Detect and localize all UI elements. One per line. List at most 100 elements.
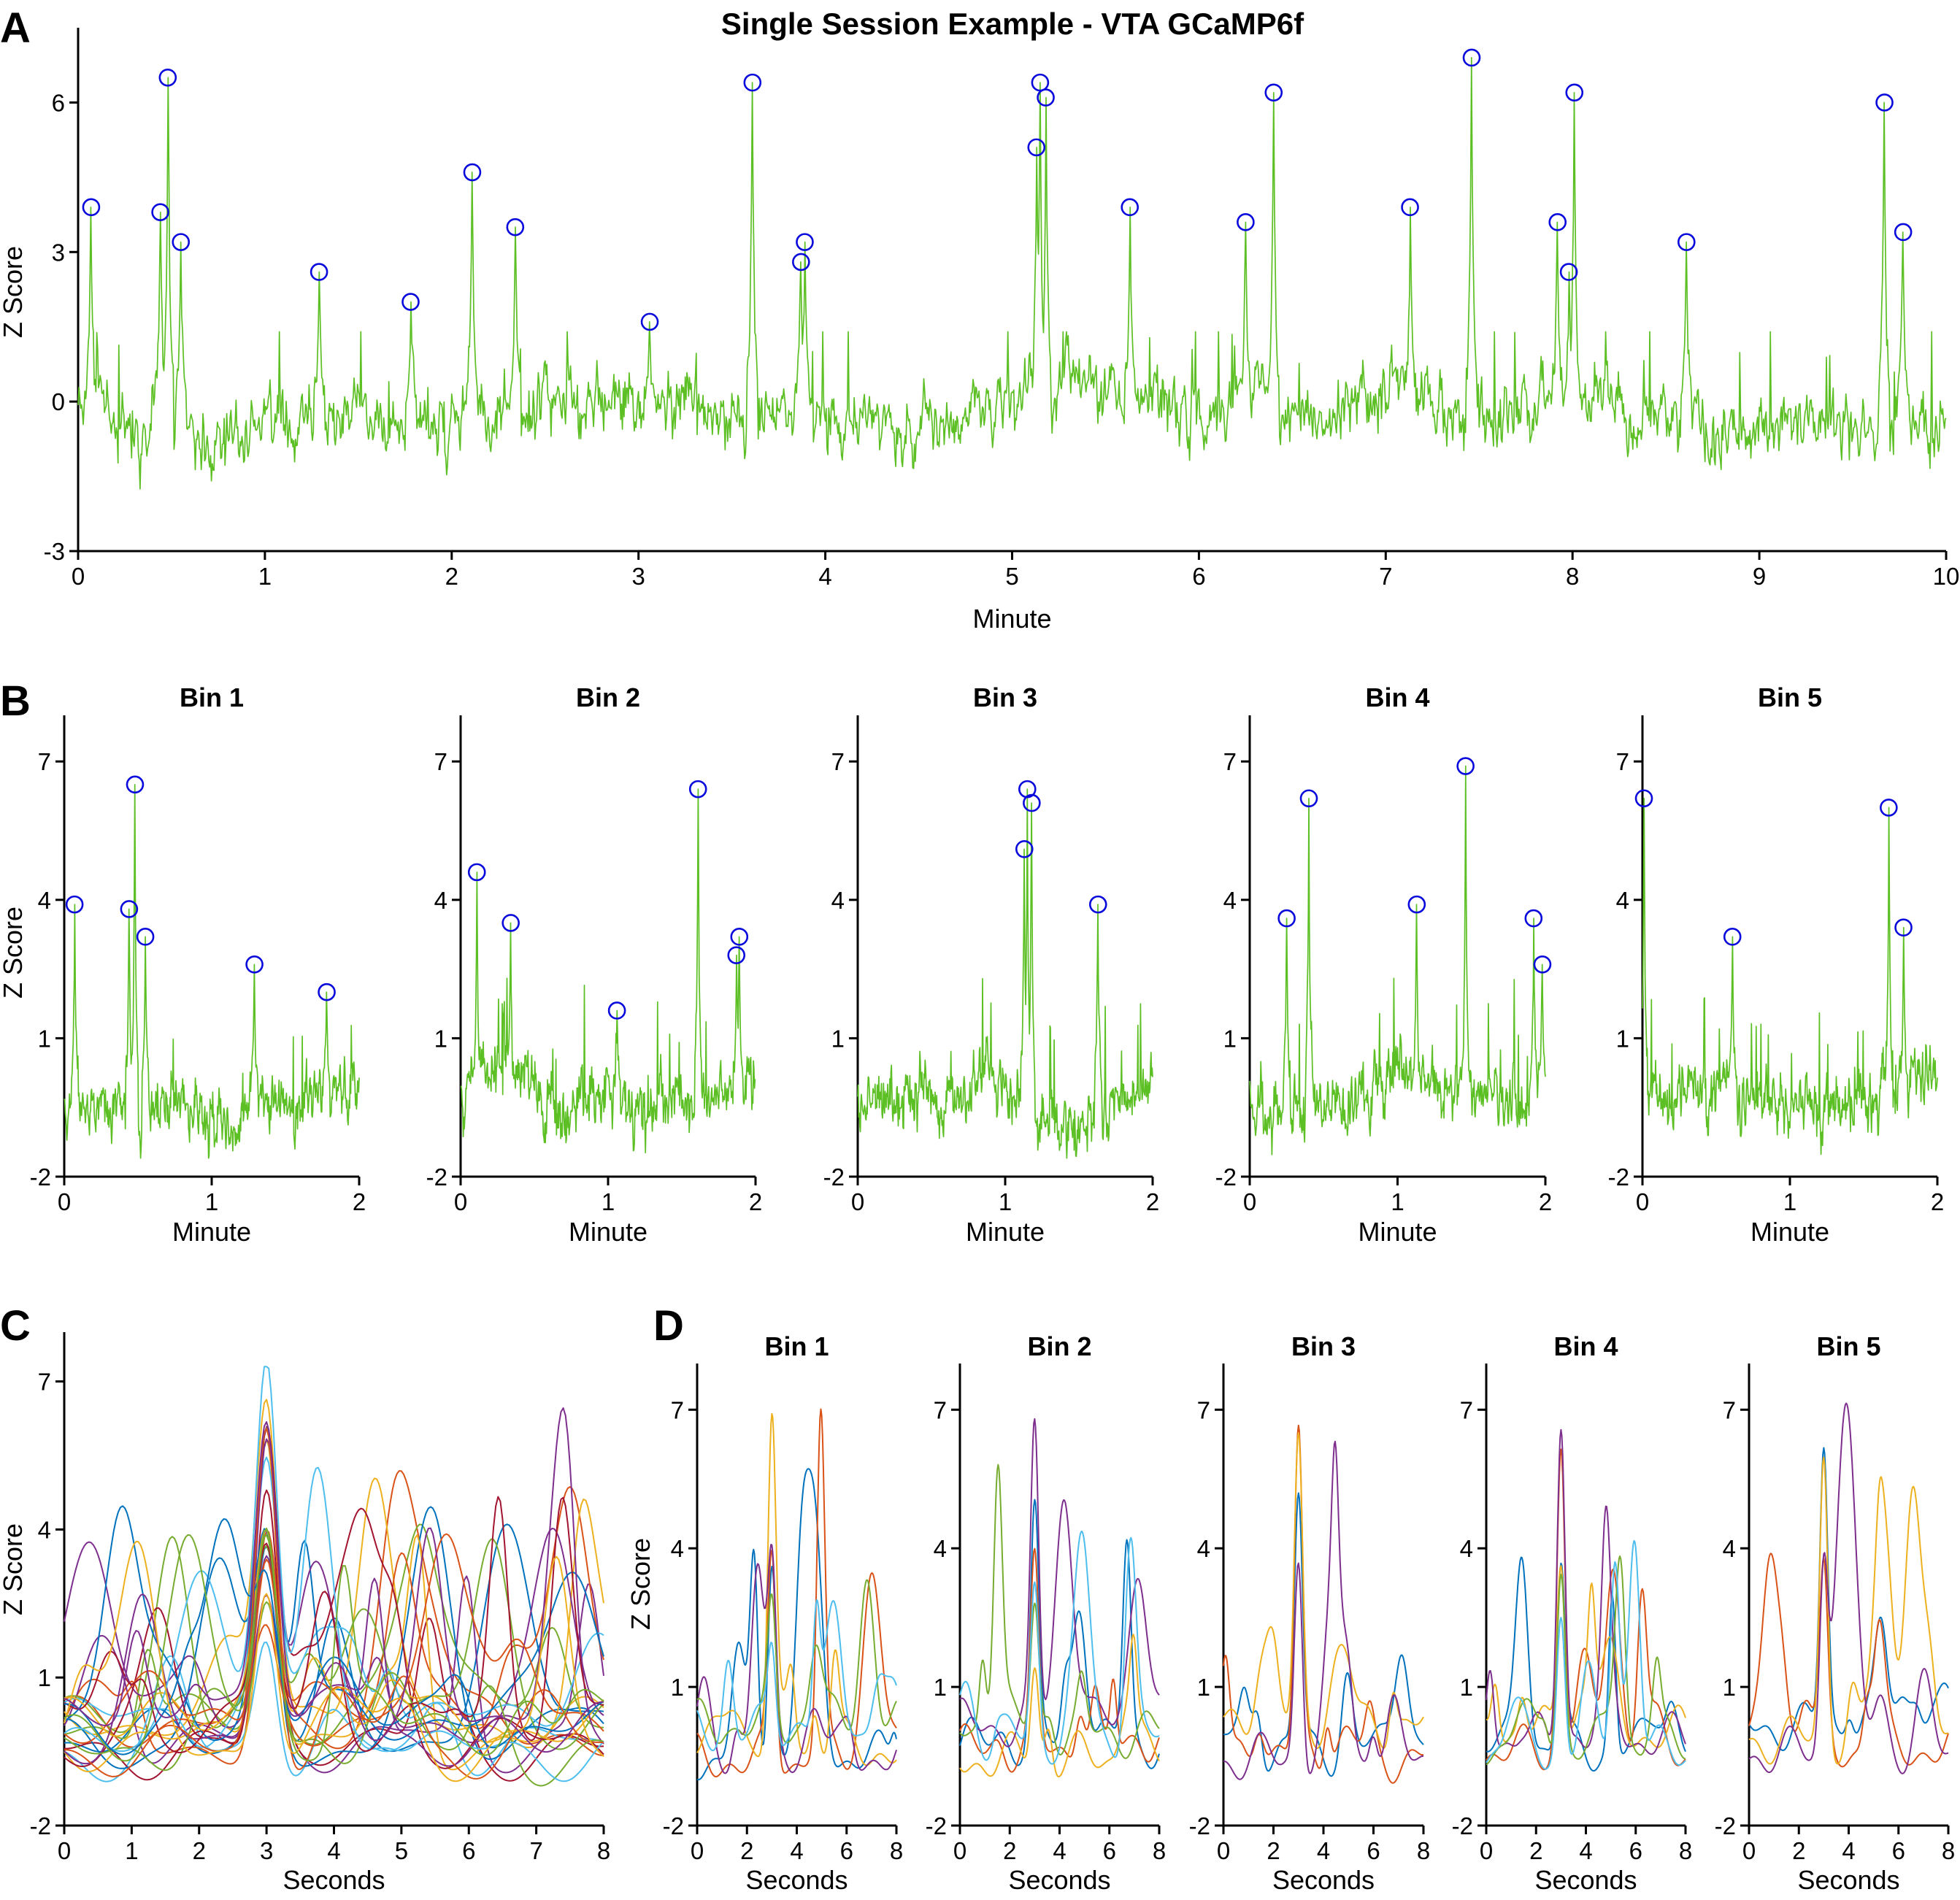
- panel-d-bin-1-event-trace-5: [696, 1599, 897, 1752]
- panel-c-x-tick-label-0: 0: [58, 1837, 71, 1864]
- panel-b-bin-4-x-label: Minute: [1358, 1217, 1437, 1247]
- panel-c: 0 1 2 3 4 5 6 7 8 -2 1 4 7 Z Score Seconds: [0, 1332, 610, 1895]
- panel-c-event-trace-5: [64, 1642, 604, 1782]
- panel-b-bin-2-x-tick-label-2: 2: [749, 1188, 762, 1215]
- panel-b-bin-2-y-tick-label-1: 1: [434, 1025, 447, 1052]
- panel-d-bin-2-y-tick-label-1: 1: [934, 1674, 947, 1701]
- panel-a-x-tick-label-1: 1: [258, 563, 272, 590]
- panel-c-event-trace-22: [64, 1427, 604, 1780]
- panel-c-event-trace-18: [64, 1527, 604, 1787]
- panel-c-event-trace-19: [64, 1366, 604, 1782]
- panel-b-bin-2-peak-marker-5: [730, 928, 749, 946]
- panel-b-bin-5-trace-line: [1642, 797, 1938, 1155]
- panel-b-bin-4-x-tick-label-0: 0: [1243, 1188, 1256, 1215]
- panel-d-bin-5-y-tick-label-0: -2: [1715, 1812, 1736, 1839]
- panel-a-peak-marker-9: [743, 73, 762, 92]
- panel-d-bin-2-x-tick-label-0: 0: [953, 1837, 966, 1864]
- panel-b-bin-2-trace-line: [460, 788, 756, 1153]
- panel-c-event-trace-23: [64, 1540, 604, 1782]
- panel-a-y-label: Z Score: [0, 246, 28, 338]
- panel-b-bin-1-y-label: Z Score: [0, 907, 28, 999]
- panel-b-bin-2-peak-marker-2: [607, 1001, 626, 1020]
- panel-d-bin-2-y-tick-label-3: 7: [934, 1396, 947, 1423]
- panel-label-b: B: [0, 677, 31, 725]
- panel-b-bin-4-y-tick-label-0: -2: [1215, 1164, 1237, 1191]
- panel-d-bin-2-x-tick-label-3: 6: [1103, 1837, 1116, 1864]
- panel-c-x-tick-label-3: 3: [260, 1837, 273, 1864]
- panel-b-bin-4-title: Bin 4: [1365, 682, 1429, 712]
- panel-a-peak-marker-0: [82, 198, 101, 217]
- panel-d-bin-2-event-trace-3: [959, 1418, 1160, 1747]
- panel-a-peak-marker-1: [151, 203, 169, 221]
- panel-d-bin-5-x-label: Seconds: [1797, 1865, 1899, 1895]
- panel-c-event-trace-6: [64, 1489, 604, 1782]
- panel-label-d: D: [653, 1302, 684, 1350]
- panel-b-bin-3-trace-line: [857, 788, 1153, 1159]
- panel-d-bin-1-x-tick-label-4: 8: [890, 1837, 903, 1864]
- panel-a-peak-marker-23: [1677, 233, 1696, 251]
- panel-a-x-tick-label-9: 9: [1753, 563, 1766, 590]
- panel-d-bin-4-x-tick-label-2: 4: [1579, 1837, 1592, 1864]
- panel-d-bin-4-y-tick-label-0: -2: [1452, 1812, 1473, 1839]
- panel-a-peak-marker-5: [401, 293, 420, 311]
- panel-d-bin-5-event-trace-1: [1748, 1553, 1949, 1768]
- panel-a-peak-marker-7: [506, 218, 525, 236]
- panel-b-bin-5-peak-marker-0: [1634, 789, 1653, 808]
- panel-b-bin-1-peak-marker-5: [318, 982, 336, 1001]
- panel-b-bin-1-y-tick-label-2: 4: [38, 887, 51, 914]
- panel-b-bin-3-x-tick-label-0: 0: [851, 1188, 864, 1215]
- panel-b-bin-1-trace-line: [64, 783, 360, 1159]
- panel-b-bin-4-peak-marker-2: [1407, 895, 1426, 914]
- panel-c-x-tick-label-2: 2: [193, 1837, 206, 1864]
- panel-b-bin-3-y-tick-label-3: 7: [831, 748, 845, 775]
- panel-b-bin-3: 0 1 2 -2 1 4 7 Minute Bin 3: [823, 682, 1160, 1247]
- panel-a-y-tick-label-0: -3: [44, 538, 65, 565]
- panel-d-bin-4-title: Bin 4: [1553, 1331, 1618, 1361]
- panel-d-bin-1-y-tick-label-1: 1: [671, 1674, 684, 1701]
- panel-d-bin-4-x-tick-label-4: 8: [1679, 1837, 1692, 1864]
- panel-a-y-tick-label-2: 3: [52, 239, 65, 266]
- panel-b-bin-2-peak-marker-3: [688, 780, 707, 799]
- panel-d-bin-4-x-tick-label-1: 2: [1529, 1837, 1542, 1864]
- panel-b-bin-2: 0 1 2 -2 1 4 7 Minute Bin 2: [426, 682, 763, 1247]
- panel-d-bin-1: 0 2 4 6 8 -2 1 4 7 Z Score Seconds Bin 1: [626, 1331, 903, 1895]
- panel-b-bin-2-title: Bin 2: [576, 682, 640, 712]
- panel-b-bin-2-peak-marker-1: [501, 914, 520, 932]
- panel-c-x-tick-label-1: 1: [125, 1837, 138, 1864]
- panel-b-bin-5-y-tick-label-0: -2: [1608, 1164, 1629, 1191]
- panel-d-bin-3-y-tick-label-2: 4: [1197, 1535, 1210, 1562]
- panel-a-y-tick-label-1: 0: [52, 388, 65, 415]
- panel-b-bin-5-title: Bin 5: [1758, 682, 1822, 712]
- panel-d-bin-5-x-tick-label-2: 4: [1842, 1837, 1855, 1864]
- panel-d-bin-4-y-tick-label-3: 7: [1460, 1396, 1473, 1423]
- panel-d-bin-2-y-tick-label-2: 4: [934, 1535, 947, 1562]
- panel-c-event-trace-20: [64, 1496, 604, 1753]
- panel-b-bin-5-peak-marker-3: [1894, 918, 1913, 937]
- panel-b-bin-1-peak-marker-1: [120, 900, 139, 918]
- panel-d-bin-1-y-tick-label-3: 7: [671, 1396, 684, 1423]
- panel-a-peak-marker-2: [158, 68, 177, 87]
- panel-b-bin-4-trace-line: [1249, 765, 1546, 1155]
- panel-a-peak-marker-18: [1401, 198, 1419, 217]
- panel-b-bin-1-peak-marker-2: [126, 775, 145, 794]
- panel-b-bin-2-y-tick-label-2: 4: [434, 887, 447, 914]
- panel-a-peak-marker-16: [1237, 213, 1255, 231]
- panel-b-bin-4-peak-marker-1: [1299, 789, 1318, 808]
- panel-d-bin-3-x-tick-label-1: 2: [1267, 1837, 1280, 1864]
- panel-b-bin-1-y-tick-label-3: 7: [38, 748, 51, 775]
- panel-d-bin-1-x-tick-label-2: 4: [790, 1837, 803, 1864]
- panel-a-peak-marker-22: [1565, 83, 1584, 102]
- panel-a-trace-line: [77, 57, 1947, 490]
- panel-d-bin-4-x-tick-label-3: 6: [1629, 1837, 1642, 1864]
- panel-d-bin-3-x-tick-label-0: 0: [1217, 1837, 1230, 1864]
- panel-a-peak-marker-14: [1037, 88, 1055, 107]
- panel-b-bin-3-y-tick-label-0: -2: [823, 1164, 845, 1191]
- panel-d-bin-2-title: Bin 2: [1027, 1331, 1091, 1361]
- panel-a-x-tick-label-5: 5: [1005, 563, 1018, 590]
- panel-d-bin-5-event-trace-3: [1748, 1402, 1949, 1774]
- panel-d-bin-2-event-trace-4: [959, 1464, 1160, 1759]
- panel-b-bin-2-x-tick-label-1: 1: [602, 1188, 615, 1215]
- panel-d-bin-5-event-trace-0: [1748, 1447, 1949, 1751]
